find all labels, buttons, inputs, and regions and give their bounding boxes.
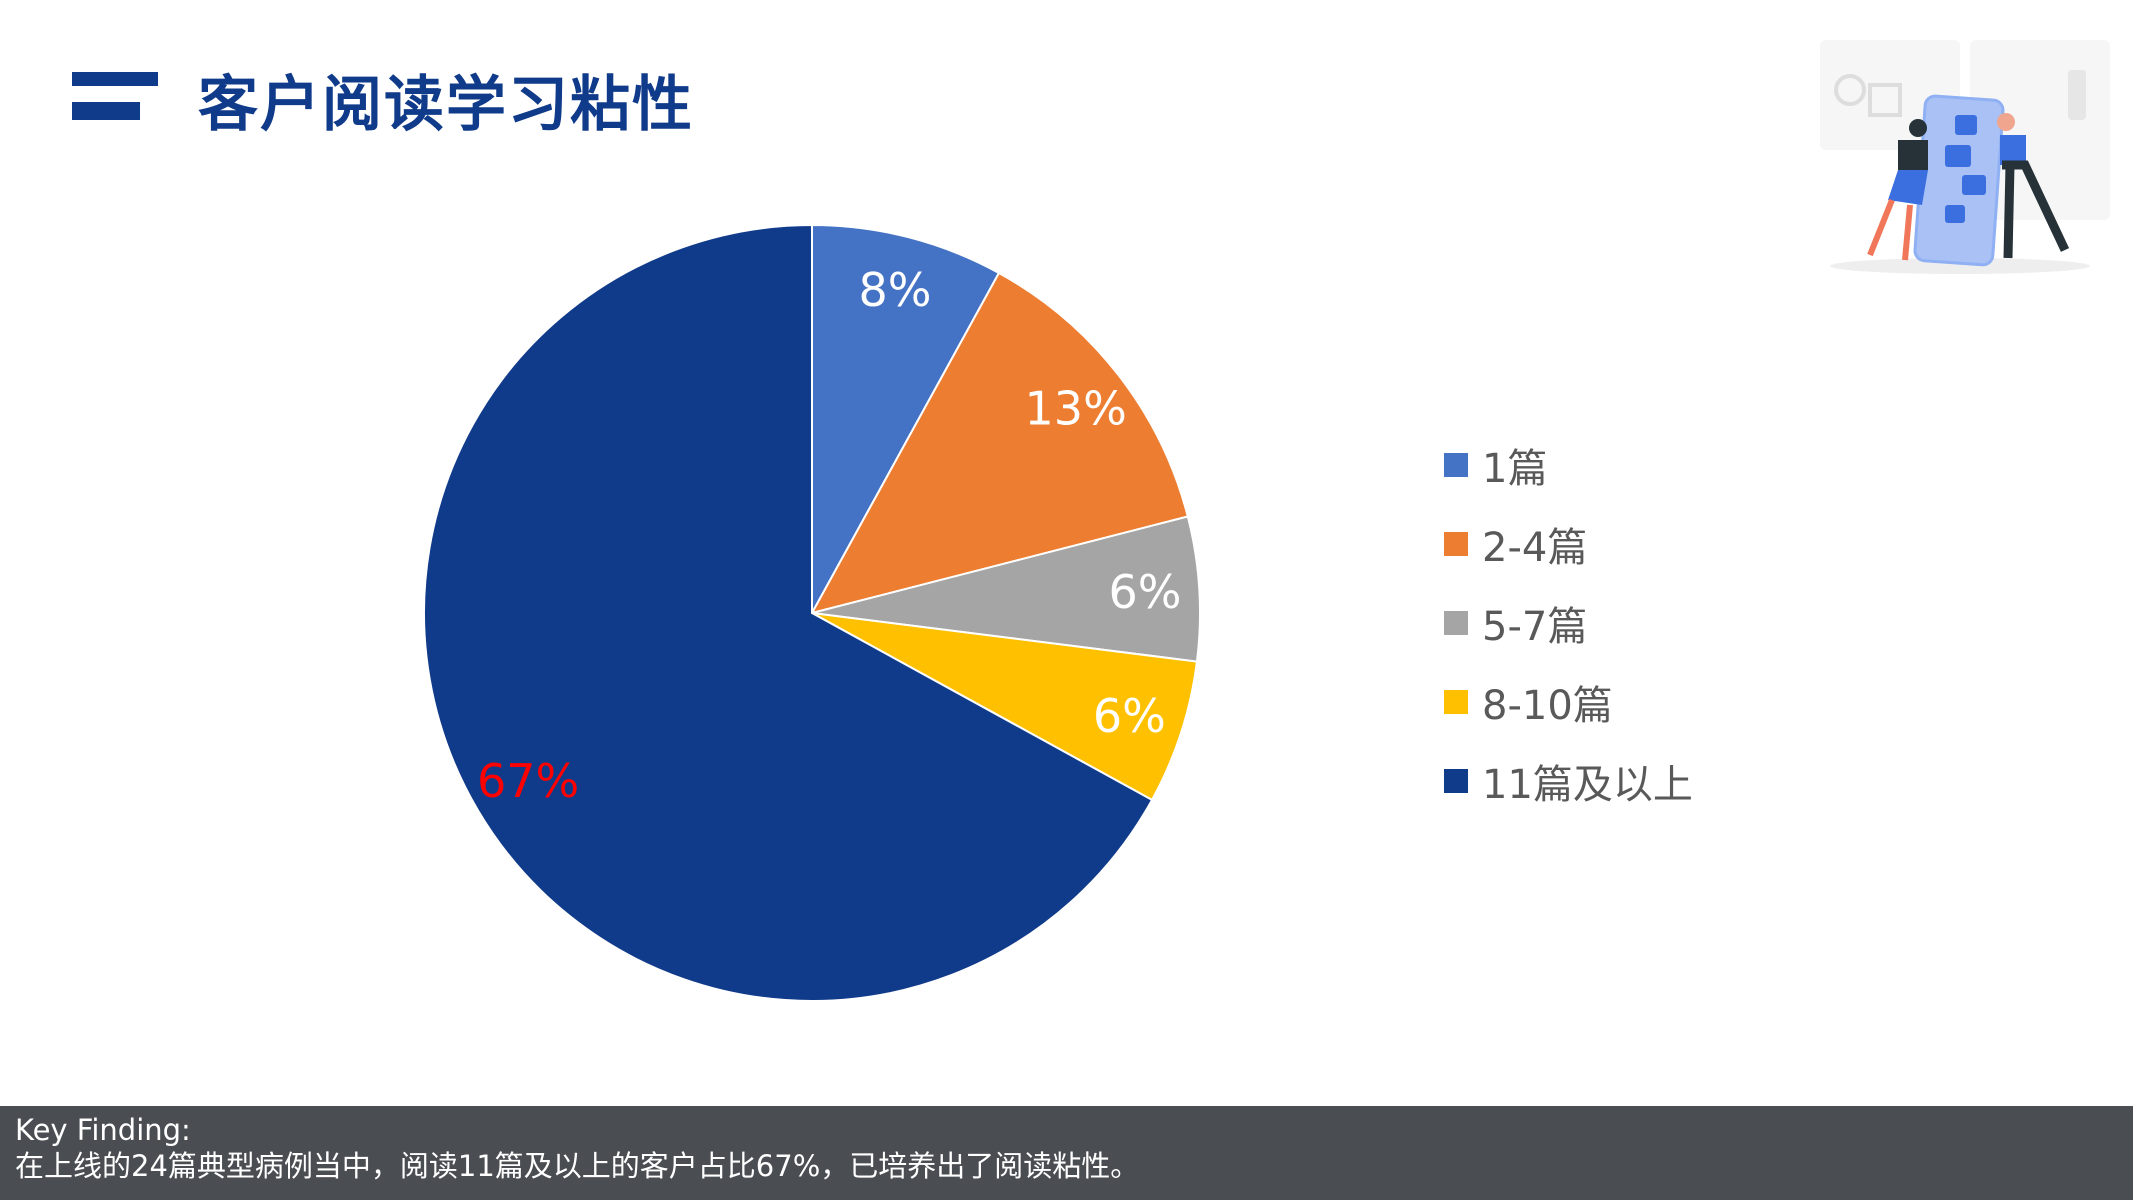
key-finding-heading: Key Finding: <box>15 1113 191 1147</box>
pie-data-label: 6% <box>1093 689 1166 743</box>
legend-swatch <box>1444 531 1468 556</box>
pie-chart: 8% 13% 6% 6% 67% <box>423 223 1201 1002</box>
key-finding-text: 在上线的24篇典型病例当中，阅读11篇及以上的客户占比67%，已培养出了阅读粘性… <box>15 1149 1140 1183</box>
legend-label: 1篇 <box>1482 445 1548 492</box>
legend: 1篇 2-4篇 5-7篇 8-10篇 11篇及以上 <box>1444 425 1693 820</box>
page-title: 客户阅读学习粘性 <box>198 70 694 140</box>
legend-item: 8-10篇 <box>1444 662 1693 741</box>
pie-slice-5 <box>423 223 1154 1002</box>
pie-slice-2 <box>810 271 1190 615</box>
legend-label: 5-7篇 <box>1482 603 1588 650</box>
key-finding-banner: Key Finding: 在上线的24篇典型病例当中，阅读11篇及以上的客户占比… <box>0 1106 2133 1200</box>
pie-slice-1 <box>811 223 1001 614</box>
legend-swatch <box>1444 452 1468 477</box>
pie-data-label: 67% <box>477 754 579 808</box>
pie-slice-4 <box>811 612 1199 802</box>
legend-swatch <box>1444 610 1468 635</box>
legend-swatch <box>1444 689 1468 714</box>
title-bars-icon <box>72 72 158 122</box>
legend-item: 1篇 <box>1444 425 1693 504</box>
legend-item: 2-4篇 <box>1444 504 1693 583</box>
legend-item: 11篇及以上 <box>1444 741 1693 820</box>
people-with-phone-illustration <box>1820 40 2110 274</box>
legend-label: 2-4篇 <box>1482 524 1588 571</box>
pie-data-label: 6% <box>1109 565 1182 619</box>
legend-label: 8-10篇 <box>1482 682 1613 729</box>
legend-item: 5-7篇 <box>1444 583 1693 662</box>
pie-slice-3 <box>811 515 1201 663</box>
pie-data-label: 13% <box>1025 381 1127 435</box>
legend-label: 11篇及以上 <box>1482 761 1693 808</box>
legend-swatch <box>1444 768 1468 793</box>
pie-data-label: 8% <box>858 263 931 317</box>
